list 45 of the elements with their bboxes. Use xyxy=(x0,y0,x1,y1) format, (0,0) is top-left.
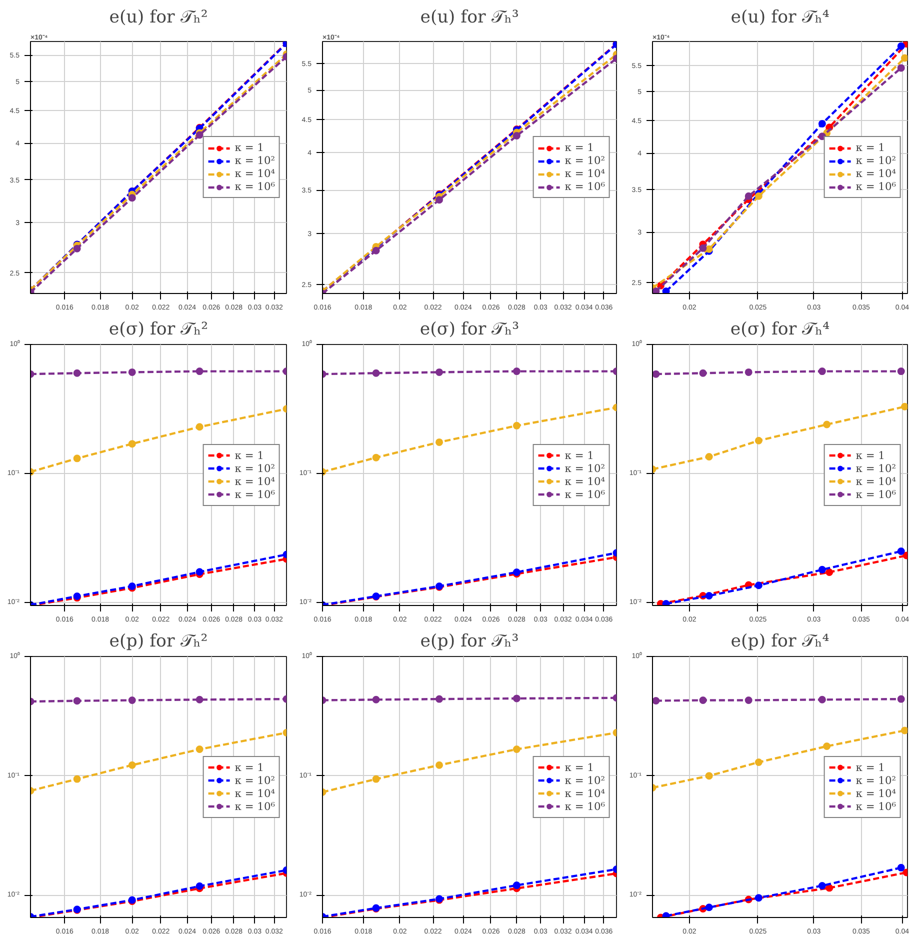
legend-label: κ = 1 xyxy=(564,141,594,154)
legend-label: κ = 10⁴ xyxy=(856,786,896,800)
chart-title: e(σ) for 𝒯ₕ⁴ xyxy=(730,320,830,340)
chart-title: e(p) for 𝒯ₕ³ xyxy=(420,632,519,652)
legend-label: κ = 10² xyxy=(234,154,275,167)
legend-label: κ = 10⁴ xyxy=(564,786,605,800)
legend-label: κ = 10⁶ xyxy=(234,180,275,193)
legend-label: κ = 1 xyxy=(564,448,594,462)
legend-label: κ = 10⁴ xyxy=(564,474,605,488)
legend-label: κ = 1 xyxy=(856,760,885,774)
legend-label: κ = 10⁶ xyxy=(564,180,605,193)
chart-title: e(u) for 𝒯ₕ² xyxy=(109,8,208,28)
legend-label: κ = 1 xyxy=(856,448,885,462)
chart-title: e(σ) for 𝒯ₕ³ xyxy=(420,320,520,340)
chart-title: e(p) for 𝒯ₕ² xyxy=(109,632,208,652)
chart-title: e(u) for 𝒯ₕ⁴ xyxy=(730,8,830,28)
legend-label: κ = 10² xyxy=(856,462,896,474)
legend-label: κ = 10⁶ xyxy=(564,800,605,812)
legend-label: κ = 1 xyxy=(234,760,264,774)
legend-label: κ = 1 xyxy=(856,141,885,154)
legend-label: κ = 1 xyxy=(564,760,594,774)
chart-title: e(p) for 𝒯ₕ⁴ xyxy=(730,632,830,652)
legend-label: κ = 1 xyxy=(234,448,264,462)
legend-label: κ = 10⁶ xyxy=(856,800,896,812)
legend-label: κ = 10⁶ xyxy=(564,488,605,500)
legend-label: κ = 10⁶ xyxy=(234,488,275,500)
legend-label: κ = 10² xyxy=(564,154,605,167)
legend-label: κ = 10⁴ xyxy=(234,786,275,800)
legend-label: κ = 10² xyxy=(564,774,605,786)
legend-label: κ = 10⁶ xyxy=(856,180,896,193)
legend-label: κ = 10⁶ xyxy=(234,800,275,812)
legend-label: κ = 10² xyxy=(856,154,896,167)
legend-label: κ = 10⁴ xyxy=(564,167,605,180)
legend-label: κ = 10² xyxy=(234,462,275,474)
legend-label: κ = 10² xyxy=(564,462,605,474)
legend-label: κ = 10⁴ xyxy=(234,167,275,180)
legend-label: κ = 10⁴ xyxy=(234,474,275,488)
chart-title: e(σ) for 𝒯ₕ² xyxy=(108,320,208,340)
legend-label: κ = 1 xyxy=(234,141,264,154)
legend-label: κ = 10² xyxy=(234,774,275,786)
legend-label: κ = 10⁴ xyxy=(856,474,896,488)
legend-label: κ = 10⁴ xyxy=(856,167,896,180)
legend-label: κ = 10² xyxy=(856,774,896,786)
chart-title: e(u) for 𝒯ₕ³ xyxy=(420,8,519,28)
legend-label: κ = 10⁶ xyxy=(856,488,896,500)
